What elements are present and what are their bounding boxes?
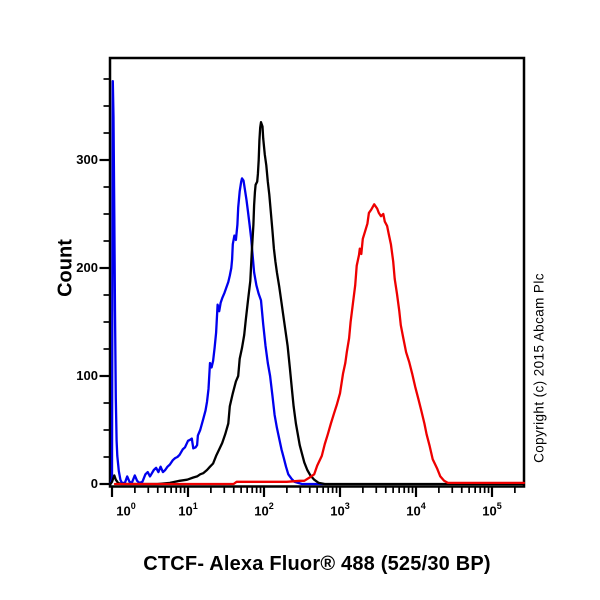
x-tick-label-10e2: 102 — [254, 501, 274, 519]
x-tick-label-10e4: 104 — [406, 501, 426, 519]
x-tick-label-10e3: 103 — [330, 501, 350, 519]
y-tick-label-0: 0 — [90, 476, 98, 491]
y-tick-label-100: 100 — [76, 368, 98, 383]
x-tick-label-10e0: 100 — [116, 501, 136, 519]
red-histogram-curve — [113, 203, 526, 486]
x-axis-title: CTCF- Alexa Fluor® 488 (525/30 BP) — [143, 553, 491, 575]
y-tick-label-200: 200 — [76, 260, 98, 275]
y-tick-label-300: 300 — [76, 152, 98, 167]
blue-histogram-curve — [109, 80, 325, 486]
copyright-text: Copyright (c) 2015 Abcam Plc — [531, 273, 547, 463]
black-histogram-curve — [109, 121, 526, 486]
x-tick-label-10e5: 105 — [482, 501, 502, 519]
plot-frame — [108, 56, 526, 488]
x-tick-label-10e1: 101 — [178, 501, 198, 519]
